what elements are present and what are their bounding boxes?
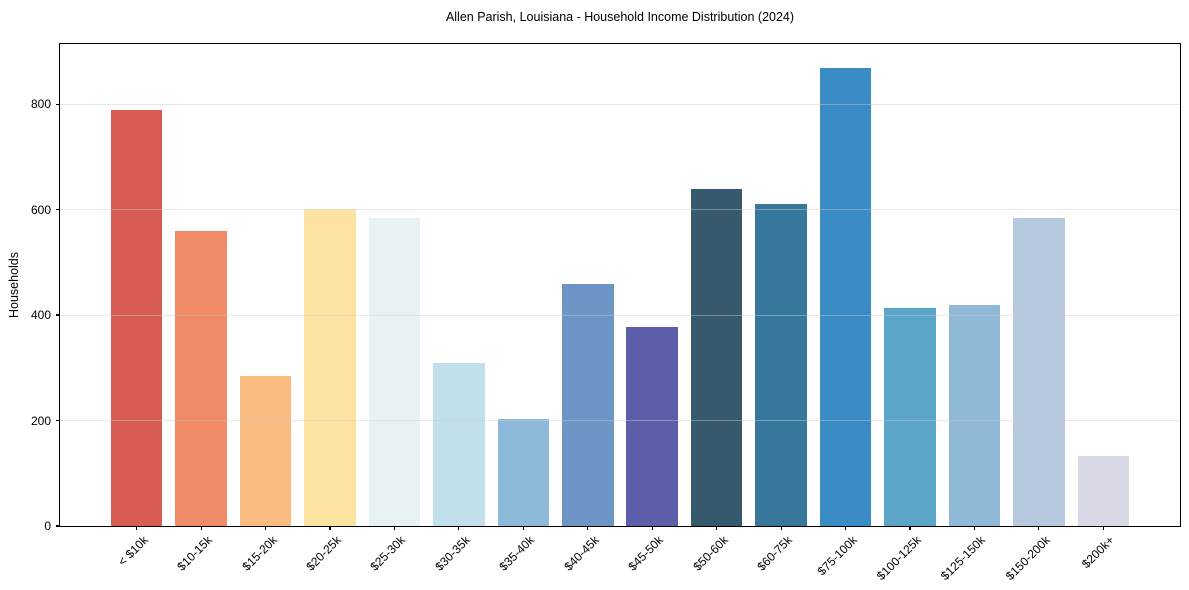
- y-tick-label: 600: [30, 202, 51, 217]
- gridline: [60, 420, 1180, 422]
- y-tick-mark: [56, 103, 60, 105]
- x-tick-label: $20-25k: [303, 533, 344, 574]
- x-tick-label: $75-100k: [814, 533, 860, 579]
- bar: [175, 230, 227, 526]
- bar: [1077, 456, 1130, 526]
- x-tick-mark: [1102, 526, 1104, 530]
- x-tick-mark: [329, 526, 331, 530]
- bar: [1013, 217, 1065, 526]
- x-tick-label: $200k+: [1079, 533, 1118, 571]
- x-tick-mark: [651, 526, 653, 530]
- x-tick-label: $50-60k: [689, 533, 731, 574]
- x-tick-label: $15-20k: [238, 533, 280, 574]
- x-tick-label: $10-15k: [174, 533, 216, 574]
- y-tick-mark: [56, 419, 60, 422]
- x-tick-mark: [522, 526, 524, 530]
- x-tick-mark: [393, 526, 396, 530]
- chart-title: Allen Parish, Louisiana - Household Inco…: [445, 10, 795, 24]
- bar: [433, 362, 485, 526]
- bar: [497, 418, 550, 526]
- bar: [819, 68, 872, 526]
- x-tick-label: $60-75k: [754, 533, 795, 574]
- bar: [368, 217, 421, 526]
- x-tick-label: $25-30k: [367, 533, 409, 574]
- bar: [948, 304, 1001, 526]
- plot-area: < $10k $10-15k $15-20k $20-25k $25-30k $30-35…: [31, 43, 1181, 583]
- x-tick-mark: [136, 526, 138, 530]
- y-tick-label: 200: [30, 413, 51, 428]
- y-tick-mark: [56, 209, 60, 211]
- bar: [690, 188, 743, 526]
- bar: [110, 110, 163, 526]
- x-tick-label: $30-35k: [432, 533, 473, 574]
- bar: [755, 203, 807, 526]
- bar: [562, 284, 614, 526]
- x-tick-mark: [587, 526, 589, 530]
- bar: [884, 307, 936, 526]
- x-tick-mark: [200, 526, 202, 530]
- bar: [626, 326, 678, 526]
- x-tick-mark: [909, 526, 911, 530]
- y-tick-mark: [56, 314, 60, 316]
- x-tick-label: $45-50k: [625, 533, 667, 574]
- x-tick-label: $100-125k: [873, 533, 924, 584]
- gridline: [60, 314, 1180, 316]
- y-tick-label: 800: [30, 97, 51, 112]
- x-tick-label: $35-40k: [496, 533, 538, 574]
- x-tick-label: $40-45k: [561, 533, 602, 574]
- bar: [304, 208, 356, 526]
- y-axis-label: Households: [7, 251, 21, 319]
- y-tick-mark: [56, 525, 60, 527]
- x-tick-mark: [1038, 526, 1040, 530]
- gridline: [60, 209, 1180, 211]
- x-tick-label: $125-150k: [938, 533, 989, 584]
- gridline: [60, 103, 1180, 105]
- x-tick-mark: [780, 526, 782, 530]
- y-tick-label: 0: [44, 519, 51, 533]
- x-tick-mark: [973, 526, 976, 530]
- x-tick-mark: [458, 526, 460, 530]
- bar: [239, 375, 292, 526]
- x-tick-mark: [264, 526, 267, 530]
- x-tick-mark: [716, 526, 718, 530]
- y-tick-label: 400: [30, 308, 51, 323]
- x-tick-label: < $10k: [114, 533, 151, 569]
- x-tick-mark: [844, 526, 847, 530]
- x-tick-label: $150-200k: [1002, 533, 1053, 584]
